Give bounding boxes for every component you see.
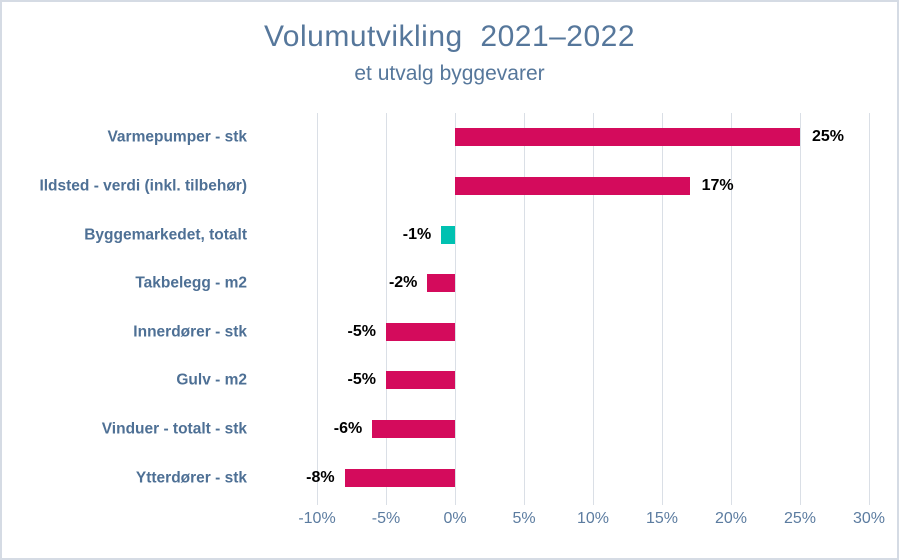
gridline — [661, 113, 663, 505]
x-axis-tick-label: 25% — [783, 510, 817, 527]
x-axis-tick-label: -5% — [371, 510, 401, 527]
chart-subtitle: et utvalg byggevarer — [354, 62, 545, 85]
value-label: -5% — [347, 322, 376, 340]
bar — [455, 128, 800, 147]
gridline — [385, 113, 387, 505]
bar — [427, 274, 455, 293]
value-label: 17% — [701, 176, 734, 194]
x-axis-tick-label: 20% — [714, 510, 748, 527]
gridline — [592, 113, 594, 505]
gridline — [454, 113, 456, 505]
category-label: Vinduer - totalt - stk — [101, 420, 247, 438]
x-axis-tick-label: 5% — [512, 510, 536, 527]
bar — [386, 322, 455, 341]
value-label: -2% — [388, 274, 418, 292]
category-label: Gulv - m2 — [176, 371, 247, 389]
x-axis-tick-label: 10% — [576, 510, 610, 527]
gridline — [316, 113, 318, 505]
category-label: Ildsted - verdi (inkl. tilbehør) — [39, 177, 247, 195]
plot-area — [316, 113, 870, 505]
gridline — [730, 113, 732, 505]
x-axis-tick-label: 0% — [443, 510, 467, 527]
chart-title: Volumutvikling 2021–2022 — [263, 20, 636, 53]
category-label: Innerdører - stk — [133, 323, 247, 341]
bar — [344, 468, 455, 487]
bar — [455, 176, 690, 195]
value-label: -5% — [347, 371, 376, 389]
category-label: Takbelegg - m2 — [135, 274, 247, 292]
bar — [372, 420, 455, 439]
value-label: -8% — [306, 468, 335, 486]
category-label: Byggemarkedet, totalt — [84, 225, 247, 243]
value-label: 25% — [812, 128, 845, 146]
category-label: Ytterdører - stk — [135, 468, 247, 486]
gridline — [799, 113, 801, 505]
bar — [441, 225, 455, 244]
x-axis-tick-label: 15% — [645, 510, 679, 527]
gridline — [868, 113, 870, 505]
x-axis-tick-label: -10% — [298, 510, 336, 527]
value-label: -1% — [402, 225, 432, 243]
value-label: -6% — [333, 420, 363, 438]
category-label: Varmepumper - stk — [107, 128, 247, 146]
x-axis-tick-label: 30% — [852, 510, 886, 527]
gridline — [523, 113, 525, 505]
bar — [386, 371, 455, 390]
